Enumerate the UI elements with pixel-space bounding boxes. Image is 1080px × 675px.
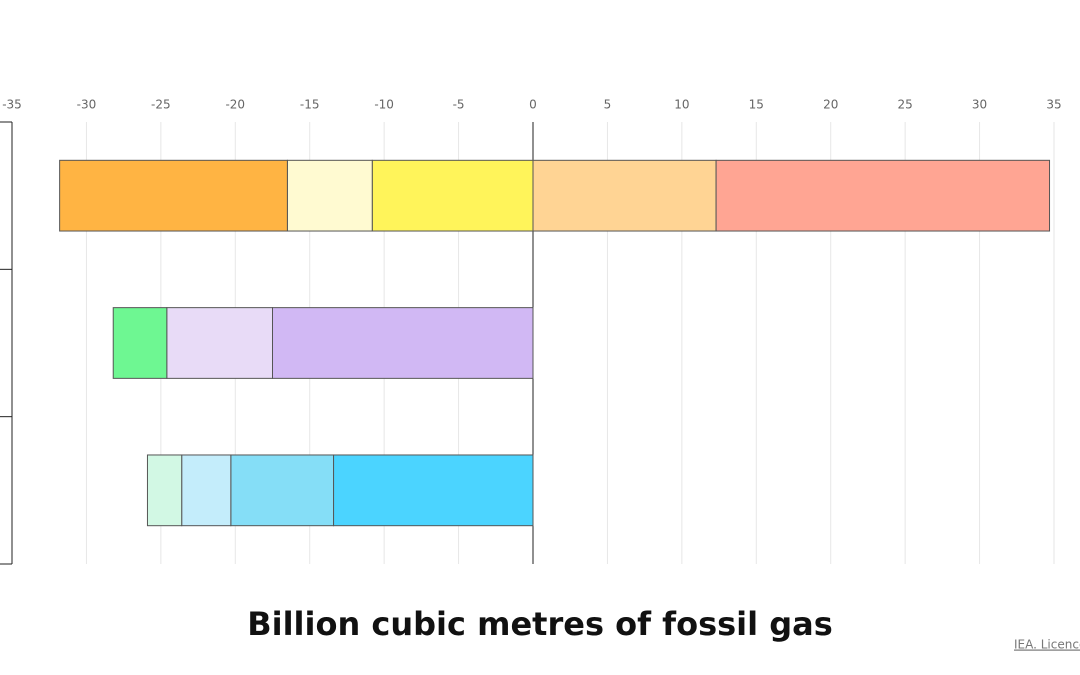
bar-segment <box>371 159 534 232</box>
x-tick-label: -35 <box>2 98 22 112</box>
x-tick-label: 35 <box>1046 98 1061 112</box>
x-tick-label: 0 <box>529 98 537 112</box>
x-tick-label: -15 <box>300 98 320 112</box>
x-tick-label: -30 <box>77 98 97 112</box>
bar-segment <box>230 454 335 527</box>
x-axis-title: Billion cubic metres of fossil gas <box>247 605 833 643</box>
x-tick-label: 30 <box>972 98 987 112</box>
bar-segment <box>532 159 717 232</box>
x-tick-label: 15 <box>749 98 764 112</box>
bar-segment <box>166 307 273 379</box>
x-tick-label: -20 <box>225 98 245 112</box>
bar-segment <box>286 159 373 232</box>
x-tick-label: -10 <box>374 98 394 112</box>
source-link[interactable]: IEA. Licence <box>1014 638 1080 652</box>
bar-segment <box>112 307 168 379</box>
x-tick-label: -5 <box>453 98 465 112</box>
x-tick-label: 10 <box>674 98 689 112</box>
bar-segment <box>146 454 183 527</box>
x-tick-label: 20 <box>823 98 838 112</box>
bar-segment <box>333 454 534 527</box>
bar-segment <box>715 159 1051 232</box>
bar-segment <box>59 159 288 232</box>
bar-segment <box>181 454 232 527</box>
x-tick-label: 5 <box>604 98 612 112</box>
x-tick-label: 25 <box>898 98 913 112</box>
x-tick-label: -25 <box>151 98 171 112</box>
bar-segment <box>272 307 534 379</box>
